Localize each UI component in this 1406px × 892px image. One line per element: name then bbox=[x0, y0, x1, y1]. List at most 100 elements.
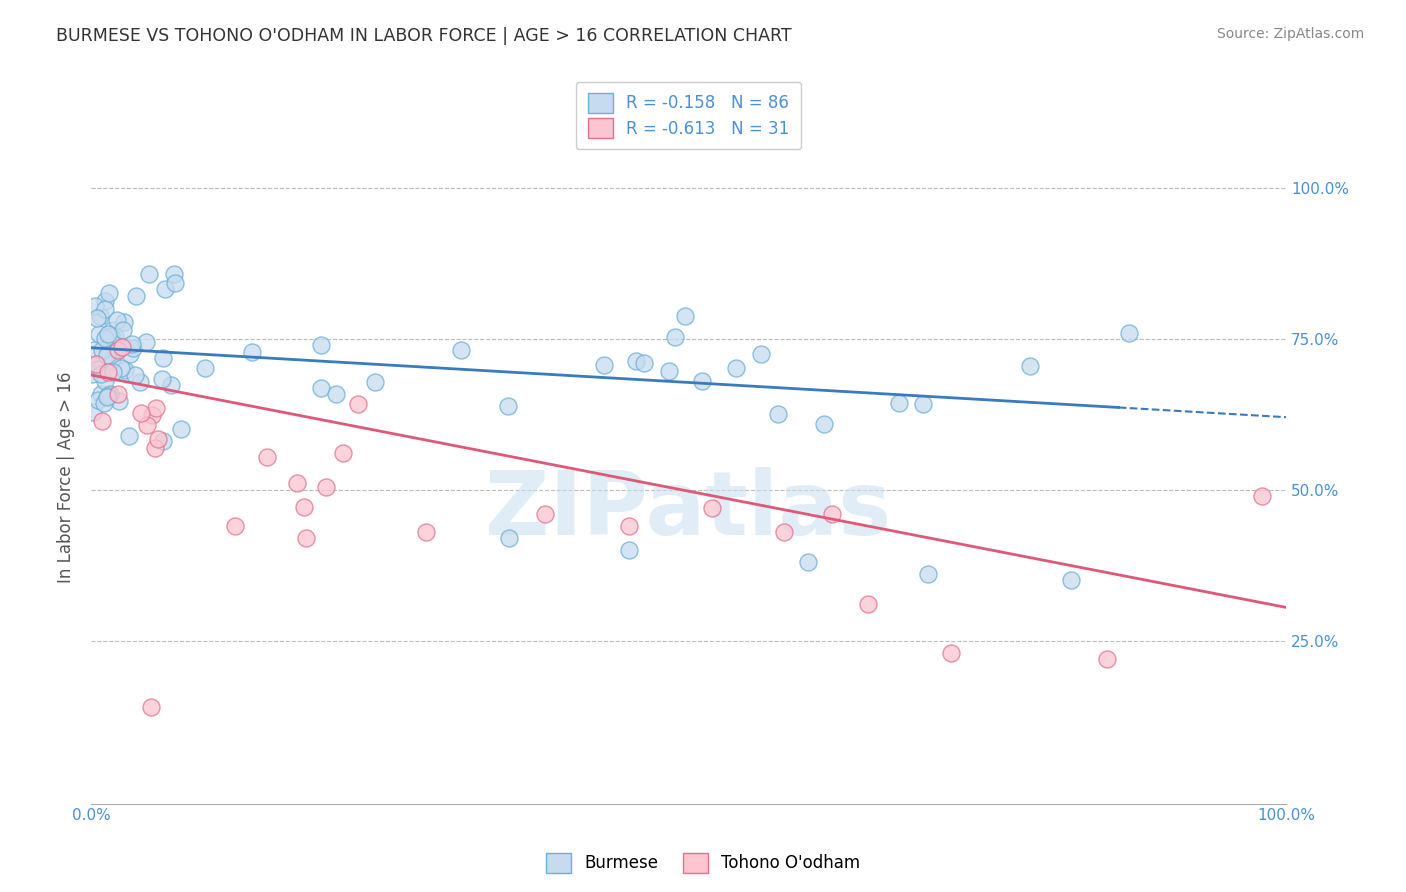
Point bbox=[136, 418, 159, 433]
Point bbox=[90, 367, 112, 381]
Point bbox=[658, 364, 681, 378]
Point bbox=[139, 700, 162, 714]
Point bbox=[295, 531, 318, 545]
Point bbox=[101, 323, 124, 337]
Point bbox=[134, 334, 156, 349]
Y-axis label: In Labor Force | Age > 16: In Labor Force | Age > 16 bbox=[58, 372, 75, 583]
Point bbox=[87, 362, 110, 376]
Point bbox=[917, 567, 939, 582]
Point bbox=[664, 330, 686, 344]
Point bbox=[114, 363, 136, 377]
Point bbox=[94, 331, 117, 345]
Point bbox=[773, 524, 796, 539]
Point bbox=[98, 386, 121, 401]
Point bbox=[91, 343, 114, 357]
Point bbox=[163, 267, 186, 281]
Point bbox=[84, 357, 107, 371]
Point bbox=[146, 432, 169, 446]
Point bbox=[912, 396, 935, 410]
Point bbox=[633, 356, 655, 370]
Point bbox=[86, 311, 108, 326]
Point bbox=[105, 313, 128, 327]
Point bbox=[813, 417, 835, 431]
Point bbox=[496, 399, 519, 413]
Point bbox=[107, 393, 129, 408]
Text: ZIPatlas: ZIPatlas bbox=[485, 467, 891, 554]
Point bbox=[97, 344, 120, 359]
Point bbox=[749, 347, 772, 361]
Point bbox=[121, 337, 143, 351]
Point bbox=[325, 387, 347, 401]
Point bbox=[96, 326, 118, 341]
Point bbox=[145, 401, 167, 416]
Point bbox=[626, 353, 648, 368]
Point bbox=[82, 405, 104, 419]
Point bbox=[94, 294, 117, 309]
Point bbox=[285, 476, 308, 491]
Point bbox=[153, 282, 176, 296]
Point bbox=[821, 507, 844, 521]
Point bbox=[941, 646, 963, 660]
Point bbox=[498, 531, 520, 545]
Point bbox=[82, 359, 104, 373]
Point bbox=[163, 276, 186, 290]
Point bbox=[96, 390, 118, 404]
Point bbox=[450, 343, 472, 357]
Point bbox=[118, 347, 141, 361]
Point bbox=[141, 409, 163, 423]
Point bbox=[89, 309, 111, 323]
Point bbox=[94, 302, 117, 317]
Point bbox=[118, 429, 141, 443]
Text: BURMESE VS TOHONO O'ODHAM IN LABOR FORCE | AGE > 16 CORRELATION CHART: BURMESE VS TOHONO O'ODHAM IN LABOR FORCE… bbox=[56, 27, 792, 45]
Point bbox=[112, 323, 135, 337]
Point bbox=[170, 422, 193, 436]
Point bbox=[93, 396, 115, 410]
Point bbox=[121, 342, 143, 356]
Point bbox=[1060, 573, 1083, 587]
Point bbox=[97, 389, 120, 403]
Point bbox=[87, 392, 110, 407]
Point bbox=[415, 524, 437, 539]
Point bbox=[617, 519, 640, 533]
Point bbox=[364, 375, 387, 389]
Point bbox=[98, 329, 121, 343]
Point bbox=[107, 343, 129, 358]
Point bbox=[332, 445, 354, 459]
Point bbox=[101, 353, 124, 368]
Point bbox=[593, 358, 616, 372]
Point bbox=[673, 309, 696, 323]
Point bbox=[702, 500, 724, 515]
Point bbox=[84, 299, 107, 313]
Point bbox=[856, 598, 879, 612]
Point bbox=[256, 450, 278, 465]
Point bbox=[309, 338, 332, 352]
Point bbox=[690, 374, 713, 388]
Point bbox=[100, 353, 122, 368]
Point bbox=[110, 361, 132, 376]
Point bbox=[224, 519, 246, 533]
Legend: R = -0.158   N = 86, R = -0.613   N = 31: R = -0.158 N = 86, R = -0.613 N = 31 bbox=[576, 81, 801, 149]
Point bbox=[107, 386, 129, 401]
Point bbox=[1018, 359, 1040, 373]
Point bbox=[83, 343, 105, 357]
Point bbox=[96, 348, 118, 362]
Point bbox=[724, 361, 747, 376]
Legend: Burmese, Tohono O'odham: Burmese, Tohono O'odham bbox=[538, 847, 868, 880]
Point bbox=[124, 368, 146, 382]
Point bbox=[90, 387, 112, 401]
Point bbox=[347, 397, 370, 411]
Point bbox=[617, 543, 640, 558]
Point bbox=[129, 406, 152, 420]
Point bbox=[150, 372, 173, 386]
Point bbox=[80, 367, 103, 381]
Point bbox=[292, 500, 315, 514]
Point bbox=[889, 395, 911, 409]
Point bbox=[797, 555, 820, 569]
Point bbox=[160, 378, 183, 392]
Point bbox=[152, 434, 174, 449]
Point bbox=[152, 351, 174, 366]
Point bbox=[1118, 326, 1140, 340]
Point bbox=[128, 375, 150, 389]
Point bbox=[94, 374, 117, 388]
Point bbox=[97, 365, 120, 379]
